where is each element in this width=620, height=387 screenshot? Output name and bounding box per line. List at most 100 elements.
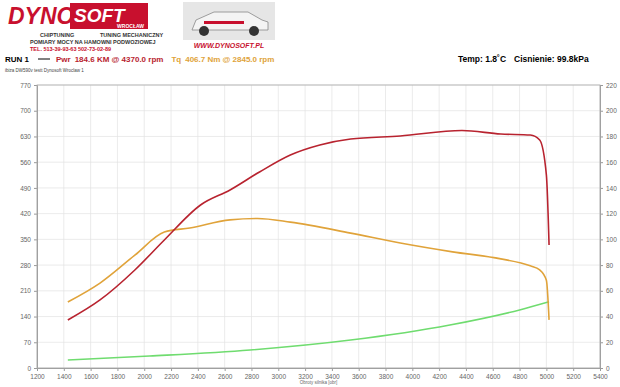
annotation: 406.7 Nm @ 2845.0 rpm	[185, 55, 274, 64]
tick: 100	[600, 236, 617, 243]
tick-mark	[600, 214, 603, 215]
tick-mark	[34, 368, 37, 369]
tick: 4200	[432, 368, 447, 380]
tick-label: 280	[20, 262, 31, 269]
tick-label: 200	[606, 107, 617, 114]
tick-mark	[251, 368, 252, 371]
tick-label: 3200	[298, 373, 313, 380]
plot-background	[37, 85, 600, 368]
grid-line-x	[251, 85, 252, 368]
logo-box	[70, 3, 148, 29]
header-line: TEL. 513-39-93-63 502-73-02-89	[30, 46, 111, 52]
series-line	[68, 131, 549, 320]
legend-dash	[38, 59, 50, 60]
tick-label: 770	[20, 82, 31, 89]
tick: 220	[600, 82, 617, 89]
tick: 4400	[459, 368, 474, 380]
tick: 630	[20, 133, 37, 140]
grid-line-x	[63, 85, 64, 368]
tick: 5200	[566, 368, 581, 380]
tick-mark	[600, 162, 603, 163]
tick-label: 4000	[406, 373, 421, 380]
grid-line-x	[358, 85, 359, 368]
tick-mark	[600, 368, 603, 369]
series-line	[68, 219, 549, 320]
grid-line-y	[37, 316, 600, 317]
series-name: Tq	[171, 55, 181, 64]
tick-mark	[278, 368, 279, 371]
tick-mark	[573, 368, 574, 371]
tick: 4000	[406, 368, 421, 380]
tick-label: 2200	[164, 373, 179, 380]
tick: 5000	[540, 368, 555, 380]
axis-line	[38, 369, 601, 372]
tick-mark	[520, 368, 521, 371]
car-wheel	[249, 26, 259, 36]
grid-line-x	[546, 85, 547, 368]
tick-mark	[91, 368, 92, 371]
tick-mark	[144, 368, 145, 371]
tick-mark	[34, 291, 37, 292]
tick-label: 3400	[325, 373, 340, 380]
tick-label: 120	[606, 210, 617, 217]
annotation: Temp: 1.8˚C	[458, 54, 506, 64]
grid-line-y	[37, 239, 600, 240]
annotation: 184.6 KM @ 4370.0 rpm	[75, 55, 164, 64]
tick-label: 490	[20, 184, 31, 191]
tick: 2200	[164, 368, 179, 380]
tick-mark	[386, 368, 387, 371]
tick-mark	[305, 368, 306, 371]
grid-line-x	[224, 85, 225, 368]
tick: 420	[20, 210, 37, 217]
tick: 80	[600, 262, 614, 269]
tick-label: 3800	[379, 373, 394, 380]
tick-label: 60	[606, 287, 614, 294]
tick-mark	[34, 214, 37, 215]
y2-axis: 020406080100120140160180200220	[600, 82, 617, 372]
tick-label: 630	[20, 133, 31, 140]
tick-mark	[359, 368, 360, 371]
grid-line-x	[331, 85, 332, 368]
tick: 2600	[218, 368, 233, 380]
tick-mark	[600, 342, 603, 343]
header-line: POMIARY MOCY NA HAMOWNI PODWOZIOWEJ	[30, 39, 156, 45]
tick-mark	[600, 85, 603, 86]
tick: 700	[20, 107, 37, 114]
tick: 3200	[298, 368, 313, 380]
tick: 3600	[352, 368, 367, 380]
tick-label: 2000	[138, 373, 153, 380]
tick: 2400	[191, 368, 206, 380]
tick: 120	[600, 210, 617, 217]
tick-label: 1400	[57, 373, 72, 380]
tick: 560	[20, 159, 37, 166]
tick-label: 4400	[459, 373, 474, 380]
tick-label: 20	[606, 339, 614, 346]
tick-label: 160	[606, 159, 617, 166]
tick-mark	[117, 368, 118, 371]
tick-mark	[546, 368, 547, 371]
grid-line-x	[90, 85, 91, 368]
tick-label: 70	[24, 339, 32, 346]
tick-mark	[198, 368, 199, 371]
tick-label: 2600	[218, 373, 233, 380]
plot-frame	[37, 85, 600, 368]
y-axis: 070140210280350420490560630700770	[20, 82, 37, 372]
grid-line-y	[37, 187, 600, 188]
tick: 3000	[272, 368, 287, 380]
tick: 1200	[30, 368, 45, 380]
tick: 20	[600, 339, 614, 346]
tick-label: 1600	[84, 373, 99, 380]
tick: 4600	[486, 368, 501, 380]
grid-line-x	[117, 85, 118, 368]
tick: 60	[600, 287, 614, 294]
tick: 1800	[111, 368, 126, 380]
tick-mark	[34, 265, 37, 266]
tick-label: 5400	[593, 373, 608, 380]
grid-line-y	[37, 136, 600, 137]
tick-label: 0	[27, 365, 31, 372]
tick-mark	[34, 111, 37, 112]
tick-label: 2800	[245, 373, 260, 380]
tick-label: 560	[20, 159, 31, 166]
tick: 0	[27, 365, 37, 372]
tick-mark	[466, 368, 467, 371]
